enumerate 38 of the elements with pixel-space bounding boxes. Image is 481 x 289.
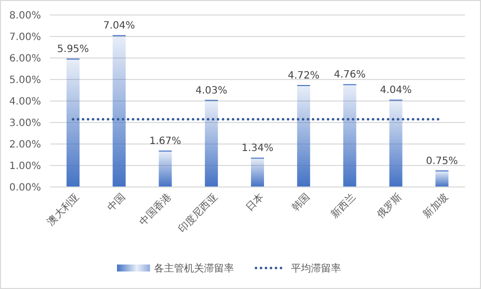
y-tick-label: 0.00% <box>9 182 41 194</box>
x-tick-label: 韩国 <box>290 191 312 214</box>
data-label: 4.03% <box>196 85 228 96</box>
bar <box>66 59 80 187</box>
bar <box>435 170 448 187</box>
y-tick-label: 1.00% <box>9 161 41 172</box>
y-tick-label: 2.00% <box>9 140 41 150</box>
data-label: 4.76% <box>334 70 366 81</box>
x-tick-label: 日本 <box>243 191 266 214</box>
data-label: 4.72% <box>288 70 320 82</box>
data-label: 0.75% <box>426 156 458 167</box>
y-tick-label: 6.00% <box>9 54 41 64</box>
y-tick-label: 8.00% <box>9 10 41 22</box>
x-tick-label: 印度尼西亚 <box>176 191 220 235</box>
x-tick-label: 中国香港 <box>137 191 174 228</box>
data-label: 7.04% <box>103 20 136 32</box>
y-tick-label: 7.00% <box>9 32 41 43</box>
legend-label: 各主管机关滞留率 <box>154 262 234 274</box>
y-tick-label: 4.00% <box>9 96 41 108</box>
x-tick-label: 俄罗斯 <box>374 191 404 221</box>
data-label: 1.34% <box>242 143 274 154</box>
x-tick-label: 新西兰 <box>328 191 358 221</box>
bar <box>389 100 402 187</box>
bar <box>297 86 310 187</box>
x-tick-label: 中国 <box>105 191 128 214</box>
bar <box>251 158 264 187</box>
bar <box>112 36 126 187</box>
y-tick-label: 3.00% <box>9 118 41 129</box>
x-tick-label: 新加坡 <box>420 191 451 221</box>
bar <box>343 84 356 187</box>
x-tick-label: 澳大利亚 <box>44 191 82 228</box>
data-label: 1.67% <box>149 136 182 148</box>
legend-label: 平均滞留率 <box>291 262 341 274</box>
y-tick-label: 5.00% <box>9 75 41 86</box>
bar <box>158 151 172 187</box>
bar <box>204 100 218 187</box>
data-label: 5.95% <box>57 44 89 56</box>
data-label: 4.04% <box>380 85 412 96</box>
